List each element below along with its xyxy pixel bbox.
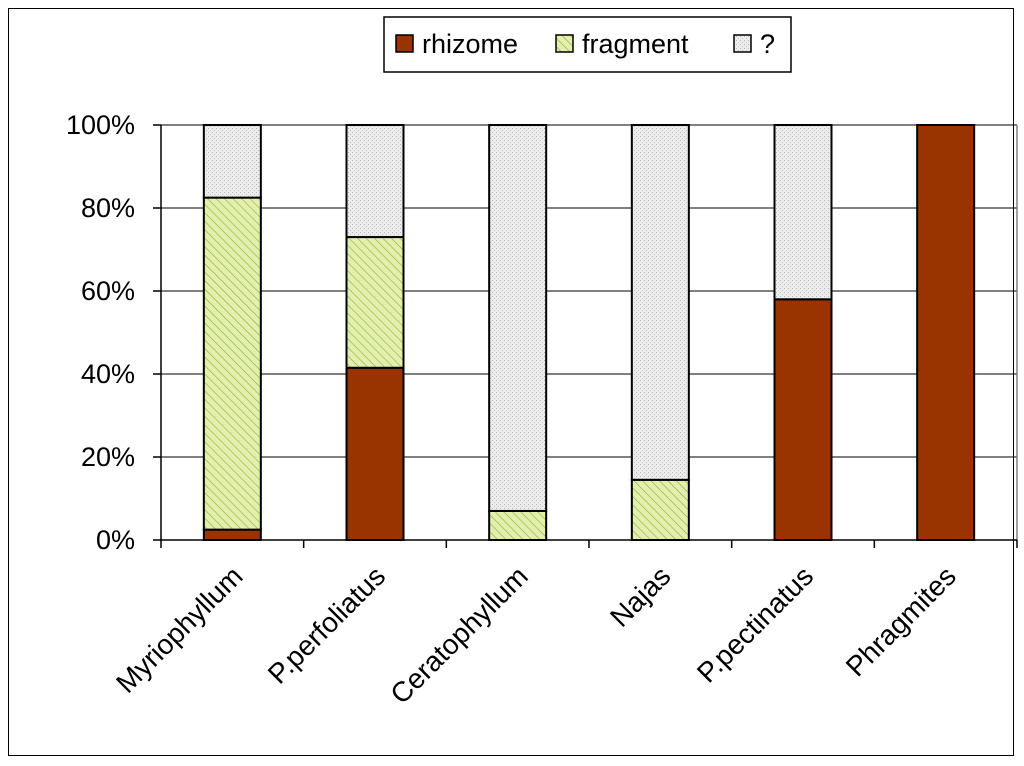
bar-fragment [345, 236, 405, 369]
x-category-label: Myriophyllum [110, 560, 249, 699]
legend-swatch [733, 34, 752, 53]
bar-rhizome [345, 366, 405, 541]
bar-unknown [488, 124, 548, 512]
y-tick-label: 20% [81, 442, 135, 472]
bar-fragment [630, 478, 690, 542]
x-category-label: Phragmites [840, 560, 962, 682]
legend-box [383, 16, 792, 73]
y-tick-label: 0% [96, 525, 135, 555]
bar-fragment [488, 509, 548, 542]
bar-rhizome [202, 528, 262, 541]
bar-rhizome [773, 298, 833, 541]
legend-label: rhizome [422, 29, 518, 59]
bar-fragment [202, 196, 262, 531]
y-tick-label: 60% [81, 276, 135, 306]
legend-swatch [555, 34, 574, 53]
y-tick-label: 80% [81, 193, 135, 223]
x-category-label: Ceratophyllum [384, 560, 534, 710]
x-category-label: P.perfoliatus [262, 560, 391, 689]
y-tick-label: 40% [81, 359, 135, 389]
axes [153, 124, 1018, 548]
legend-label: ? [760, 29, 775, 59]
legend: rhizome fragment? [383, 16, 792, 73]
bars [202, 124, 976, 542]
x-category-label: P.pectinatus [691, 560, 819, 688]
y-tick-label: 100% [66, 110, 135, 140]
legend-swatch [395, 34, 414, 53]
gridlines [161, 124, 1018, 540]
x-category-label: Najas [604, 560, 677, 633]
bar-unknown [630, 124, 690, 481]
bar-unknown [202, 124, 262, 199]
bar-unknown [773, 124, 833, 301]
legend-label: fragment [582, 29, 689, 59]
bar-rhizome [916, 124, 976, 541]
bar-unknown [345, 124, 405, 239]
y-tick-labels: 0% 20% 40% 60% 80% 100% [66, 110, 135, 555]
